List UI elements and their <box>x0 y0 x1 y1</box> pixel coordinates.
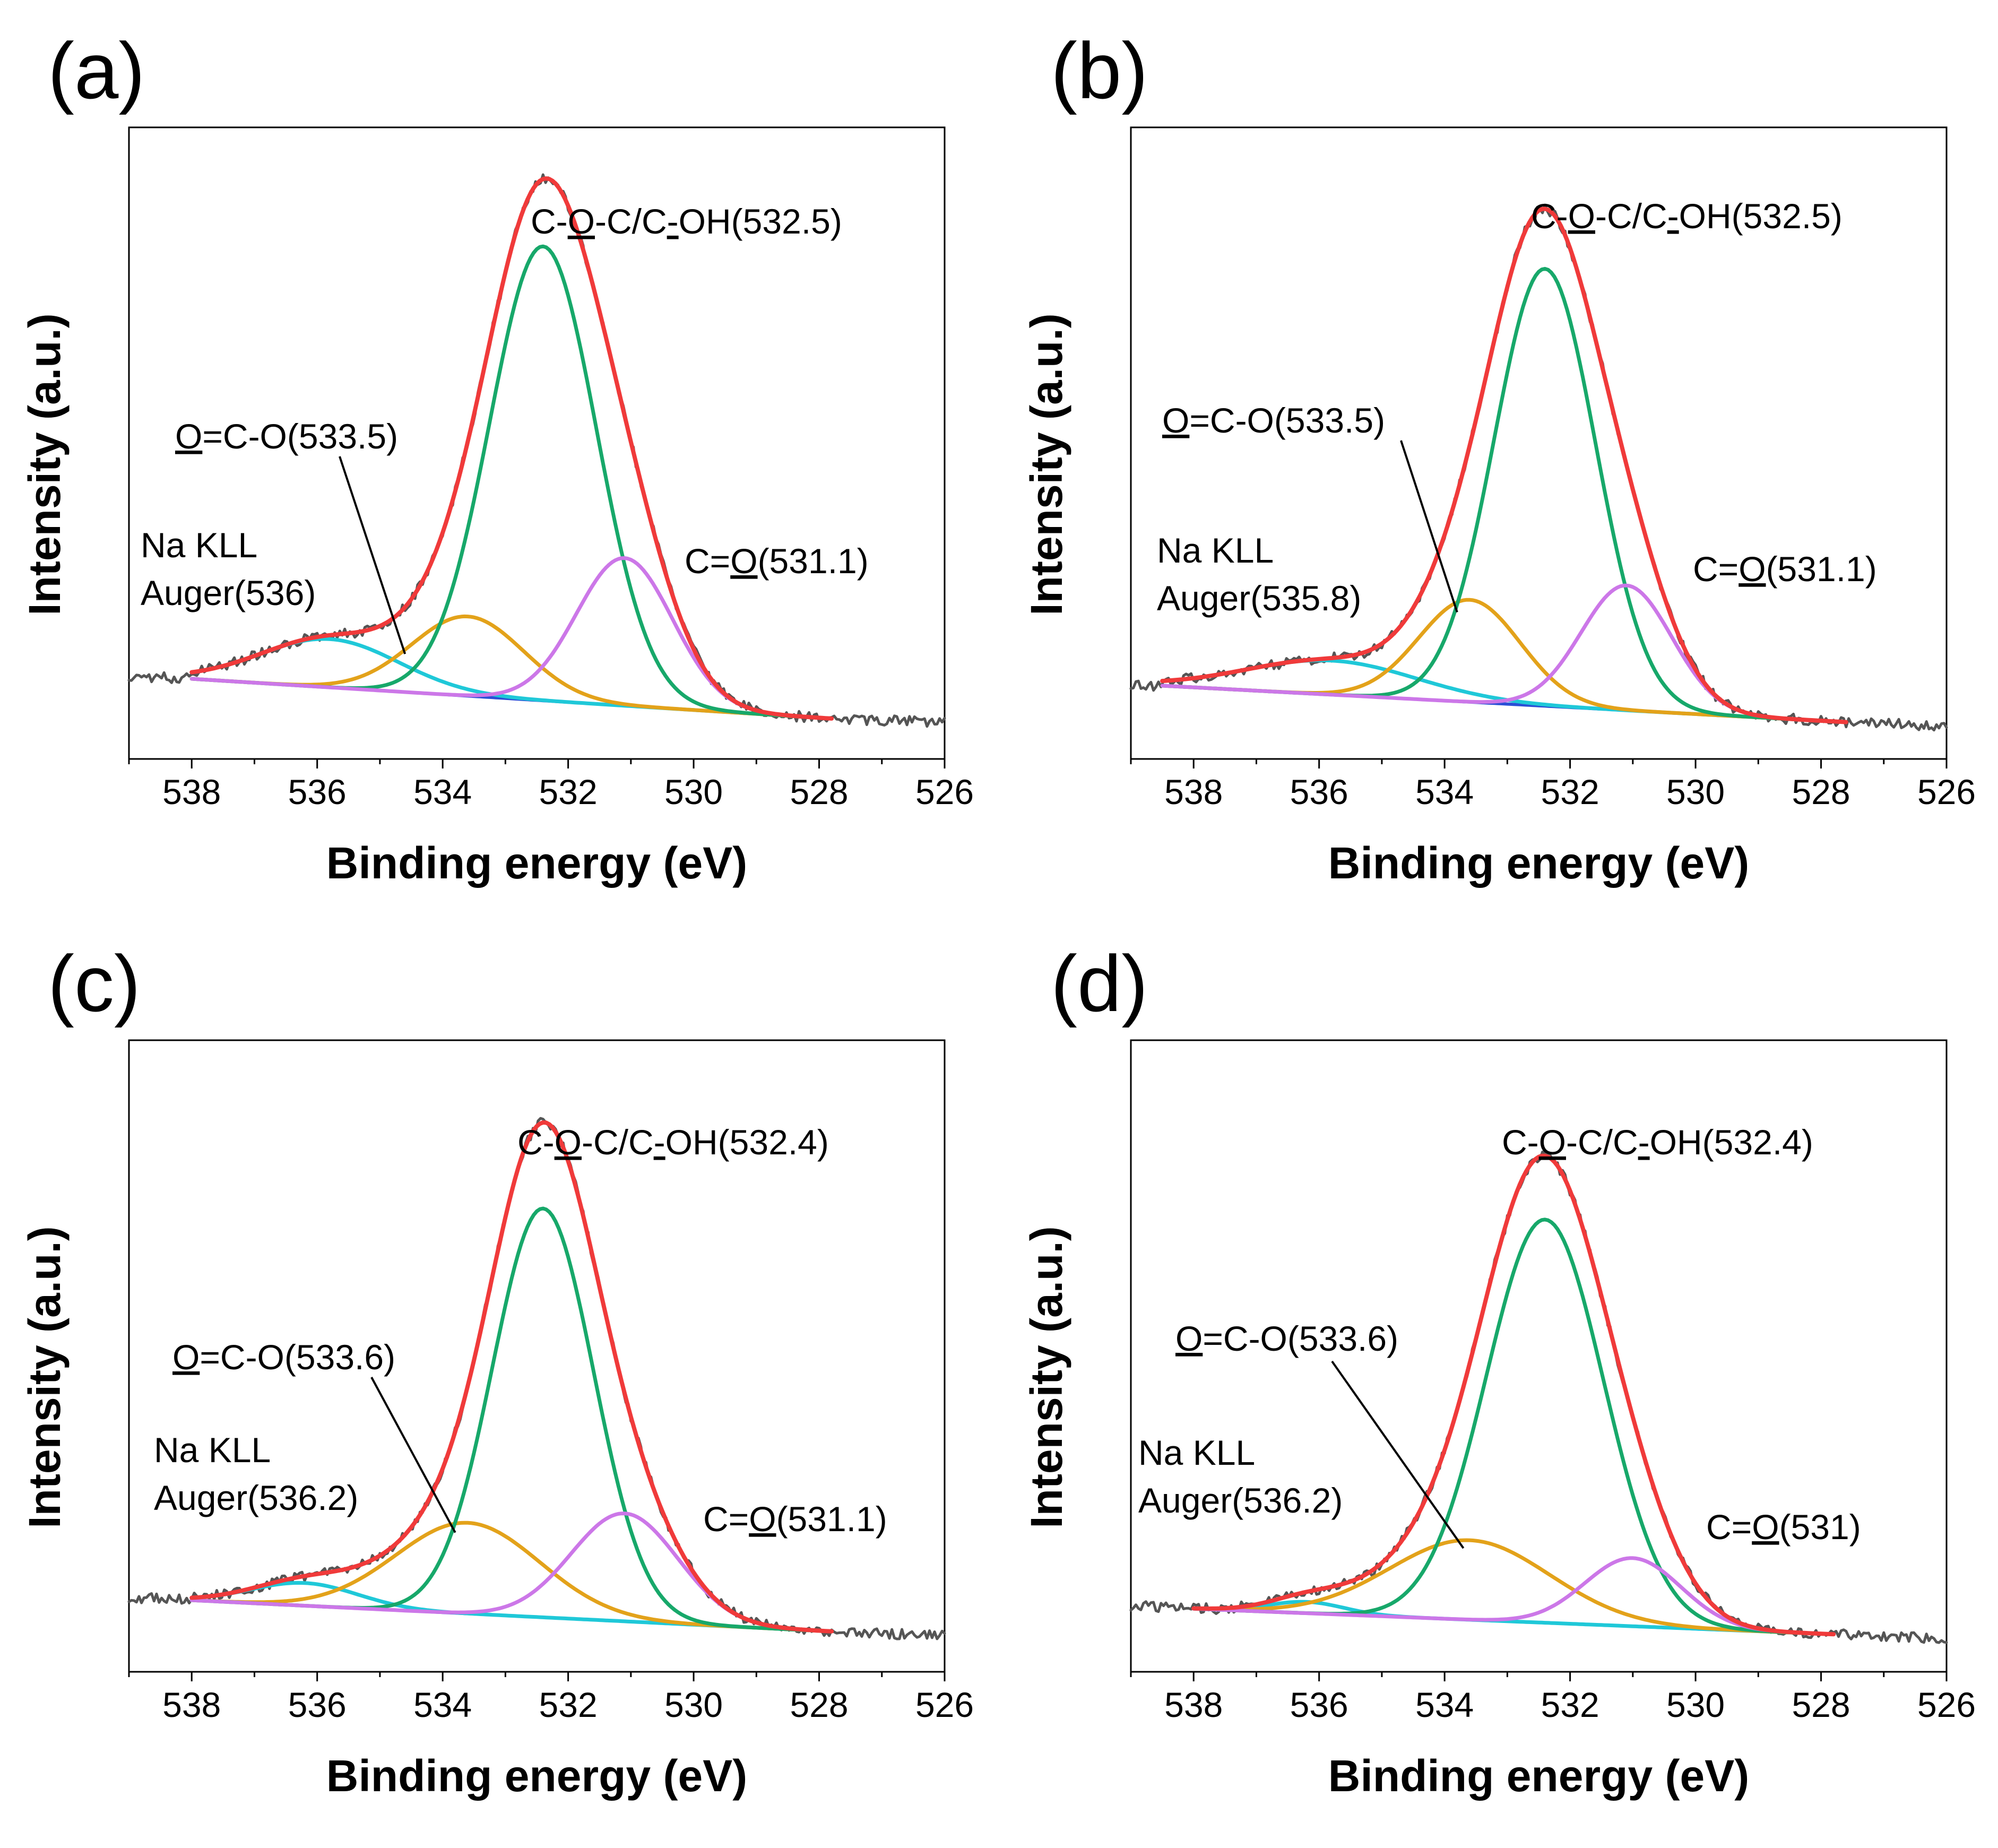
x-tick-label: 528 <box>790 772 848 811</box>
component-line-c-o <box>1191 1556 1836 1636</box>
x-tick-label: 534 <box>413 772 472 811</box>
peak-annotation: O=C-O(533.5) <box>175 417 398 456</box>
peak-annotation: Na KLL <box>141 525 257 565</box>
x-tick-label: 532 <box>1541 772 1599 811</box>
plot-frame <box>128 1039 946 1673</box>
fit-envelope-line <box>1191 1153 1836 1637</box>
fit-envelope-line <box>189 176 834 721</box>
peak-annotation: Na KLL <box>1138 1433 1255 1472</box>
fit-envelope-line <box>189 1120 834 1634</box>
panel-label: (c) <box>48 939 141 1028</box>
annotation-leader-line <box>370 1377 456 1533</box>
peak-annotation: Auger(536.2) <box>154 1478 358 1517</box>
x-tick-label: 536 <box>1290 1685 1348 1724</box>
panel-label: (b) <box>1051 26 1148 115</box>
peak-annotation: C=O(531.1) <box>703 1499 887 1539</box>
x-tick-label: 538 <box>162 772 221 811</box>
x-tick-label: 534 <box>413 1685 472 1724</box>
component-line-c-o-c-c-oh <box>1160 266 1848 724</box>
x-tick-label: 536 <box>1290 772 1348 811</box>
fit-envelope-line <box>1160 206 1848 724</box>
peak-annotation: Auger(536.2) <box>1138 1481 1343 1520</box>
x-tick-label: 526 <box>1917 1685 1976 1724</box>
x-tick-label: 530 <box>664 772 723 811</box>
annotation-leader-line <box>1331 1360 1465 1549</box>
panel-d: (d) 538 536 534 532 530 528 526 Binding energy (… <box>1022 939 1976 1801</box>
x-tick-label: 532 <box>539 1685 598 1724</box>
x-tick-label: 538 <box>1164 772 1223 811</box>
peak-annotation: Auger(535.8) <box>1157 578 1361 618</box>
panel-a: (a) 538 536 534 532 530 528 526 Binding energy (… <box>20 26 974 888</box>
y-axis-title: Intensity (a.u.) <box>20 1226 70 1528</box>
plot-frame <box>1130 126 1948 760</box>
peak-annotation: C-O-C/C-OH(532.5) <box>1531 196 1843 236</box>
component-line-na-kll-auger <box>189 637 834 721</box>
component-line-na-kll-auger <box>189 1581 834 1634</box>
panel-b: (b) 538 536 534 532 530 528 526 Binding energy (… <box>1022 26 1976 888</box>
x-tick-label: 528 <box>790 1685 848 1724</box>
x-tick-label: 528 <box>1792 772 1850 811</box>
peak-annotation: C-O-C/C-OH(532.5) <box>531 202 842 241</box>
x-tick-label: 536 <box>288 1685 347 1724</box>
annotation-leader-line <box>339 456 406 654</box>
x-tick-label: 526 <box>915 1685 974 1724</box>
x-tick-label: 534 <box>1415 772 1474 811</box>
peak-annotation: C=O(531.1) <box>685 541 869 581</box>
y-axis-title: Intensity (a.u.) <box>1022 313 1071 615</box>
peak-annotation: C=O(531) <box>1706 1507 1861 1547</box>
panel-label: (a) <box>48 26 145 115</box>
x-axis-title: Binding energy (eV) <box>1328 838 1749 888</box>
panel-label: (d) <box>1051 939 1148 1028</box>
peak-annotation: O=C-O(533.6) <box>172 1337 395 1377</box>
component-line-o-c-o <box>1191 1538 1836 1636</box>
y-axis-title: Intensity (a.u.) <box>1022 1226 1071 1528</box>
x-tick-label: 526 <box>915 772 974 811</box>
x-tick-label: 530 <box>1666 772 1725 811</box>
peak-annotation: C-O-C/C-OH(532.4) <box>1502 1122 1813 1162</box>
x-axis-title: Binding energy (eV) <box>1328 1751 1749 1801</box>
component-line-c-o-c-c-oh <box>189 1206 834 1634</box>
x-tick-label: 534 <box>1415 1685 1474 1724</box>
x-axis-title: Binding energy (eV) <box>326 1751 747 1801</box>
x-tick-label: 532 <box>1541 1685 1599 1724</box>
component-line-c-o-c-c-oh <box>189 244 834 721</box>
x-tick-label: 538 <box>162 1685 221 1724</box>
x-tick-label: 536 <box>288 772 347 811</box>
peak-annotation: C=O(531.1) <box>1693 549 1877 589</box>
peak-annotation: Na KLL <box>154 1430 271 1470</box>
x-tick-label: 530 <box>1666 1685 1725 1724</box>
x-axis-title: Binding energy (eV) <box>326 838 747 888</box>
peak-annotation: C-O-C/C-OH(532.4) <box>517 1122 829 1162</box>
x-tick-label: 528 <box>1792 1685 1850 1724</box>
raw-spectrum-line <box>1129 203 1948 732</box>
annotation-leader-line <box>1400 440 1458 613</box>
peak-annotation: Na KLL <box>1157 531 1274 570</box>
peak-annotation: O=C-O(533.5) <box>1162 401 1385 440</box>
panel-c: (c) 538 536 534 532 530 528 526 Binding energy (… <box>20 939 974 1801</box>
y-axis-title: Intensity (a.u.) <box>20 313 70 615</box>
x-tick-label: 538 <box>1164 1685 1223 1724</box>
peak-annotation: O=C-O(533.6) <box>1175 1319 1398 1358</box>
x-tick-label: 530 <box>664 1685 723 1724</box>
x-tick-label: 532 <box>539 772 598 811</box>
component-line-c-o-c-c-oh <box>1191 1217 1836 1636</box>
plot-frame <box>128 126 946 760</box>
plot-frame <box>1130 1039 1948 1673</box>
peak-annotation: Auger(536) <box>141 573 316 612</box>
x-tick-label: 526 <box>1917 772 1976 811</box>
